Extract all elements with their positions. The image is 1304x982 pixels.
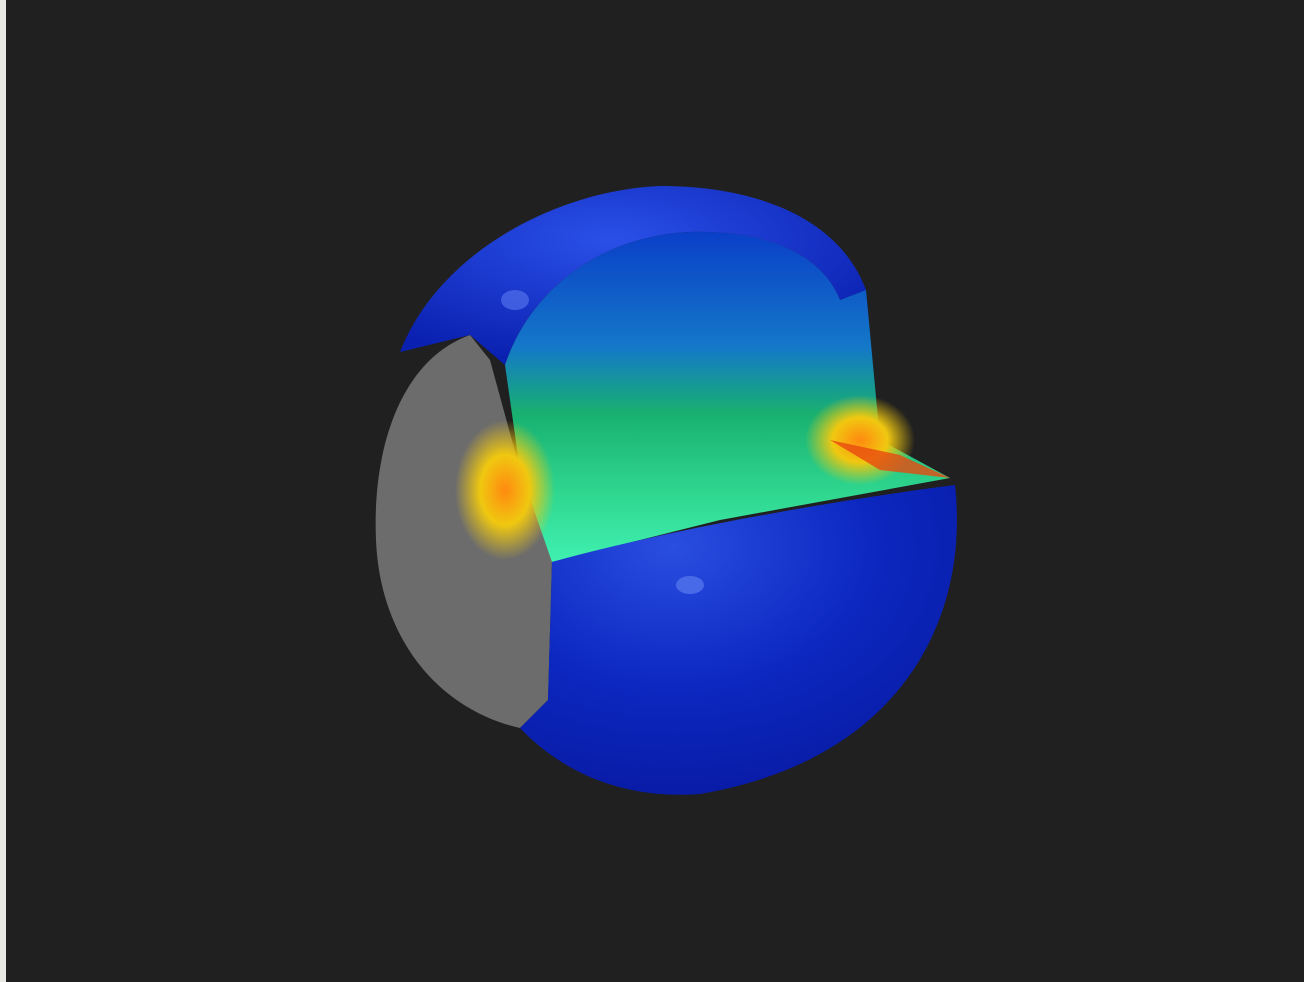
page: (() => { const data = JSON.parse(documen…: [0, 0, 1304, 982]
hot-zone: [455, 420, 555, 560]
left-edge: [0, 0, 6, 982]
highlight: [676, 576, 704, 594]
highlight: [501, 290, 529, 310]
viewport: [0, 0, 1304, 982]
